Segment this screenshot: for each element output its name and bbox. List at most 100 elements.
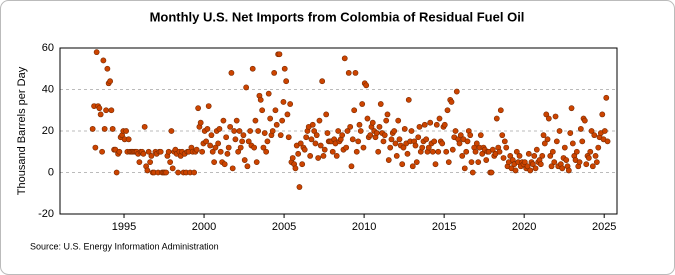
point xyxy=(433,121,440,128)
point xyxy=(553,138,560,145)
point xyxy=(211,159,218,166)
point xyxy=(167,159,174,166)
point xyxy=(193,146,200,153)
point xyxy=(273,121,280,128)
x-tick-label: 1995 xyxy=(112,221,136,233)
point xyxy=(409,163,416,170)
point xyxy=(391,128,398,134)
point xyxy=(473,140,480,147)
point xyxy=(240,132,247,139)
point xyxy=(157,148,164,155)
point xyxy=(141,123,148,130)
points xyxy=(89,49,611,190)
point xyxy=(145,148,152,155)
point xyxy=(393,152,400,159)
point xyxy=(516,152,523,159)
point xyxy=(513,148,520,155)
point xyxy=(249,65,256,72)
point xyxy=(265,90,272,97)
point xyxy=(251,144,258,151)
point xyxy=(483,157,490,163)
point xyxy=(501,138,508,145)
point xyxy=(479,150,486,157)
point xyxy=(225,144,232,151)
point xyxy=(543,111,550,118)
point xyxy=(413,159,420,166)
point xyxy=(449,146,456,153)
point xyxy=(260,144,267,151)
point xyxy=(297,140,304,147)
point xyxy=(463,148,470,155)
point xyxy=(239,138,246,145)
point xyxy=(603,94,610,101)
source-note: Source: U.S. Energy Information Administ… xyxy=(30,241,219,251)
point xyxy=(231,128,238,134)
point xyxy=(539,152,546,159)
point xyxy=(421,121,428,128)
point xyxy=(531,152,538,159)
point xyxy=(316,117,323,124)
point xyxy=(472,148,479,155)
point xyxy=(169,165,176,172)
point xyxy=(352,70,359,76)
plot-frame xyxy=(59,47,618,215)
point xyxy=(267,115,274,122)
point xyxy=(335,128,342,134)
point xyxy=(287,101,294,107)
point xyxy=(499,132,506,139)
point xyxy=(191,169,198,176)
point xyxy=(585,155,592,161)
point xyxy=(453,88,460,95)
point xyxy=(308,136,315,143)
point xyxy=(576,159,583,166)
point xyxy=(279,117,286,124)
point xyxy=(241,157,248,163)
point xyxy=(289,155,296,161)
point xyxy=(319,78,326,85)
chart-title: Monthly U.S. Net Imports from Colombia o… xyxy=(150,9,525,24)
point xyxy=(312,140,319,147)
point xyxy=(168,128,175,134)
point xyxy=(444,107,451,114)
point xyxy=(292,165,299,172)
point xyxy=(400,144,407,151)
point xyxy=(593,159,600,166)
point xyxy=(583,161,590,168)
point xyxy=(396,136,403,143)
point xyxy=(496,148,503,155)
point xyxy=(324,130,331,136)
point xyxy=(295,150,302,157)
point xyxy=(456,140,463,147)
y-tick-label: 20 xyxy=(42,125,54,137)
point xyxy=(432,161,439,168)
point xyxy=(401,126,408,132)
point xyxy=(344,128,351,134)
point xyxy=(369,119,376,126)
point xyxy=(252,117,259,124)
point xyxy=(599,111,606,118)
point xyxy=(551,159,558,166)
point xyxy=(216,126,223,132)
point xyxy=(351,107,358,114)
point xyxy=(592,152,599,159)
point xyxy=(259,107,266,114)
point xyxy=(269,128,276,134)
point xyxy=(313,132,320,139)
point xyxy=(116,148,123,155)
point xyxy=(272,107,279,114)
point xyxy=(343,144,350,151)
point xyxy=(533,146,540,153)
point xyxy=(348,163,355,170)
point xyxy=(545,115,552,122)
point xyxy=(223,134,230,141)
point xyxy=(285,134,292,141)
point xyxy=(601,128,608,134)
point xyxy=(199,148,206,155)
point xyxy=(195,105,202,112)
point xyxy=(315,155,322,161)
point xyxy=(512,167,519,174)
point xyxy=(235,148,242,155)
point xyxy=(412,142,419,149)
point xyxy=(339,132,346,139)
point xyxy=(307,152,314,159)
